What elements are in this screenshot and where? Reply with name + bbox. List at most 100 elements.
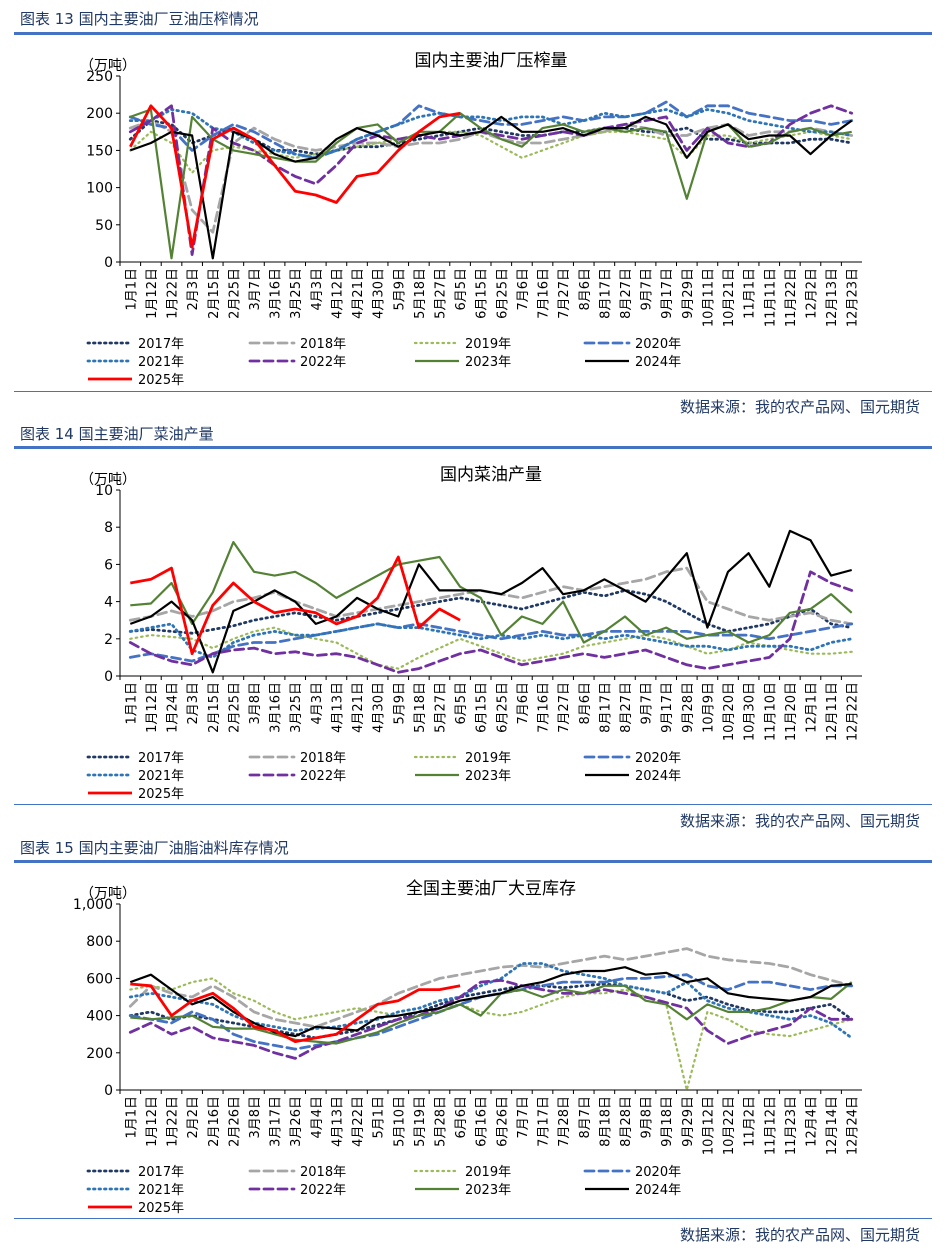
x-tick-label: 6月25日 (495, 268, 510, 319)
x-tick-label: 11月1日 (743, 268, 758, 319)
x-tick-label: 9月28日 (681, 682, 696, 733)
y-unit-label: （万吨） (80, 886, 136, 902)
x-tick-label: 5月9日 (392, 682, 407, 725)
x-tick-label: 10月21日 (722, 268, 737, 327)
x-tick-label: 10月11日 (701, 268, 716, 327)
x-tick-label: 1月12日 (145, 268, 160, 319)
x-tick-label: 4月13日 (330, 682, 345, 733)
legend-label: 2017年 (138, 1165, 184, 1180)
x-tick-label: 7月17日 (537, 1096, 552, 1147)
legend-label: 2024年 (635, 355, 681, 370)
series-line-2020年 (128, 622, 854, 663)
legend-label: 2018年 (300, 751, 346, 766)
legend-label: 2023年 (465, 1183, 511, 1198)
chart-1: 国内主要油厂压榨量 （万吨） 0 50 100 150 200 250 1月1日 1月12日 1月2… (80, 51, 862, 388)
x-tick-label: 5月27日 (433, 268, 448, 319)
figure-14-source: 数据来源：我的农产品网、国元期货 (679, 812, 920, 830)
x-tick-label: 12月13日 (825, 268, 840, 327)
x-tick-label: 10月30日 (743, 682, 758, 741)
x-tick-label: 9月29日 (681, 1096, 696, 1147)
legend-label: 2019年 (465, 337, 511, 352)
x-tick-label: 11月12日 (763, 1096, 778, 1155)
x-tick-label: 8月17日 (598, 268, 613, 319)
x-tick-label: 8月27日 (619, 682, 634, 733)
source-rule (14, 804, 932, 805)
series-line-2022年 (128, 104, 854, 256)
x-tick-label: 11月23日 (784, 1096, 799, 1155)
legend-label: 2019年 (465, 751, 511, 766)
x-tick-label: 8月18日 (598, 1096, 613, 1147)
x-tick-label: 2月2日 (186, 1096, 201, 1139)
legend-label: 2021年 (138, 769, 184, 784)
y-tick-label: 4 (104, 595, 113, 611)
x-tick-label: 3月16日 (269, 682, 284, 733)
x-tick-label: 7月6日 (516, 268, 531, 311)
series-line-2017年 (128, 982, 854, 1040)
series-line-2022年 (128, 570, 854, 674)
x-tick-label: 4月21日 (351, 268, 366, 319)
x-tick-label: 1月1日 (124, 1096, 139, 1139)
x-tick-label: 6月6日 (454, 1096, 469, 1139)
x-tick-label: 4月13日 (330, 1096, 345, 1147)
legend-label: 2018年 (300, 1165, 346, 1180)
x-tick-label: 4月3日 (310, 682, 325, 725)
legend-label: 2025年 (138, 373, 184, 388)
caption-rule (14, 32, 932, 35)
y-tick-label: 400 (86, 1009, 113, 1025)
x-tick-label: 3月25日 (289, 268, 304, 319)
x-tick-label: 12月22日 (846, 682, 861, 741)
chart-title: 全国主要油厂大豆库存 (406, 879, 576, 899)
x-tick-label: 7月7日 (516, 1096, 531, 1139)
x-tick-label: 6月16日 (475, 1096, 490, 1147)
y-tick-label: 2 (104, 632, 113, 648)
x-tick-label: 4月3日 (310, 268, 325, 311)
x-tick-label: 9月18日 (660, 1096, 675, 1147)
x-tick-label: 4月30日 (372, 682, 387, 733)
x-tick-label: 3月17日 (269, 1096, 284, 1147)
x-tick-label: 9月8日 (640, 1096, 655, 1139)
y-tick-label: 250 (86, 69, 113, 85)
x-tick-label: 2月15日 (207, 268, 222, 319)
x-tick-label: 3月8日 (248, 682, 263, 725)
x-tick-label: 5月1日 (372, 1096, 387, 1139)
x-tick-label: 6月26日 (495, 1096, 510, 1147)
x-tick-label: 8月6日 (578, 682, 593, 725)
x-tick-label: 5月27日 (433, 682, 448, 733)
chart-title: 国内主要油厂压榨量 (415, 51, 568, 71)
legend-label: 2025年 (138, 1201, 184, 1216)
y-tick-label: 800 (86, 934, 113, 950)
chart-title: 国内菜油产量 (440, 465, 542, 485)
x-tick-label: 9月17日 (660, 682, 675, 733)
x-tick-label: 5月18日 (413, 268, 428, 319)
x-tick-label: 5月9日 (392, 268, 407, 311)
x-tick-label: 3月7日 (248, 268, 263, 311)
x-tick-label: 7月27日 (557, 682, 572, 733)
x-tick-label: 8月27日 (619, 268, 634, 319)
x-tick-label: 12月4日 (804, 1096, 819, 1147)
legend-label: 2021年 (138, 1183, 184, 1198)
y-tick-label: 8 (104, 520, 113, 536)
series-line-2021年 (128, 622, 854, 659)
x-tick-label: 2月25日 (227, 268, 242, 319)
y-tick-label: 6 (104, 557, 113, 573)
y-unit-label: （万吨） (80, 472, 136, 488)
legend-label: 2020年 (635, 337, 681, 352)
x-tick-label: 12月24日 (846, 1096, 861, 1155)
y-tick-label: 0 (104, 669, 113, 685)
chart-3: 全国主要油厂大豆库存 （万吨） 0 200 400 600 800 1,000 1月1日 1月12… (73, 879, 862, 1216)
x-tick-label: 12月1日 (804, 682, 819, 733)
series-line-2022年 (128, 978, 854, 1060)
x-tick-label: 11月10日 (763, 682, 778, 741)
y-tick-label: 0 (104, 1083, 113, 1099)
x-tick-label: 7月6日 (516, 682, 531, 725)
x-tick-label: 6月25日 (495, 682, 510, 733)
x-tick-label: 1月22日 (166, 268, 181, 319)
legend-label: 2020年 (635, 1165, 681, 1180)
x-tick-label: 3月25日 (289, 682, 304, 733)
x-tick-label: 2月15日 (207, 682, 222, 733)
x-tick-label: 9月17日 (660, 268, 675, 319)
x-tick-label: 4月12日 (330, 268, 345, 319)
series-line-2018年 (128, 119, 854, 234)
figure-15-caption: 图表 15 国内主要油厂油脂油料库存情况 (20, 839, 289, 857)
legend-label: 2017年 (138, 751, 184, 766)
